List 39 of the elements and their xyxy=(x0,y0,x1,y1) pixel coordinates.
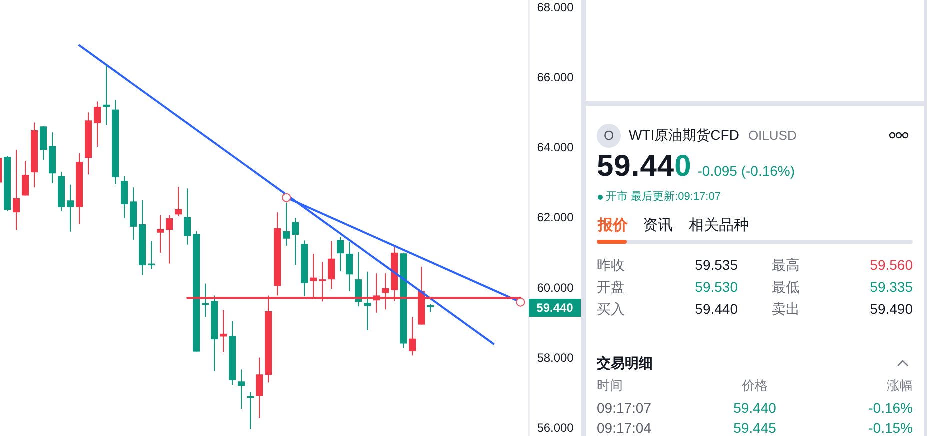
text: 59.440 xyxy=(529,299,581,318)
text: 最低 xyxy=(772,278,800,296)
text: -0.16% xyxy=(868,399,913,417)
text: 昨收 xyxy=(597,256,625,274)
y-tick-label: 64.000 xyxy=(537,140,574,155)
text: 买入 xyxy=(597,300,625,318)
text: 交易明细 xyxy=(597,354,653,372)
y-tick-label: 66.000 xyxy=(537,70,574,84)
badge-icon: O xyxy=(597,124,621,148)
text: 59.440 xyxy=(734,399,776,417)
text: 59.560 xyxy=(870,256,913,274)
y-tick-label: 68.000 xyxy=(537,0,574,14)
text: 59.490 xyxy=(870,300,913,318)
text: 59.440 xyxy=(695,300,738,318)
text: 59.440 xyxy=(597,150,692,184)
y-tick-label: 60.000 xyxy=(537,280,574,295)
text: WTI原油期货CFD xyxy=(629,127,740,145)
text: 资讯 xyxy=(643,216,673,236)
text: 09:17:04 xyxy=(597,419,652,436)
text: -0.15% xyxy=(868,419,913,436)
y-tick-label: 58.000 xyxy=(537,351,574,366)
text: 09:17:07 xyxy=(597,399,652,417)
text: 报价 xyxy=(598,216,628,236)
text: 开盘 xyxy=(597,278,625,296)
text: -0.095 (-0.16%) xyxy=(698,163,796,179)
y-tick-label: 56.000 xyxy=(537,421,574,436)
text: 59.445 xyxy=(734,419,776,436)
y-tick-label: 62.000 xyxy=(537,210,574,225)
text: OILUSD xyxy=(748,128,797,143)
text: 开市 最后更新:09:17:07 xyxy=(606,190,721,204)
text: 最高 xyxy=(772,256,800,274)
text: 相关品种 xyxy=(689,216,749,236)
text: 价格 xyxy=(742,376,768,394)
text: 卖出 xyxy=(772,300,800,318)
text: 涨幅 xyxy=(887,376,913,394)
text: 时间 xyxy=(597,376,623,394)
text: 59.530 xyxy=(695,278,738,296)
text: 59.535 xyxy=(695,256,738,274)
text: 59.335 xyxy=(870,278,913,296)
